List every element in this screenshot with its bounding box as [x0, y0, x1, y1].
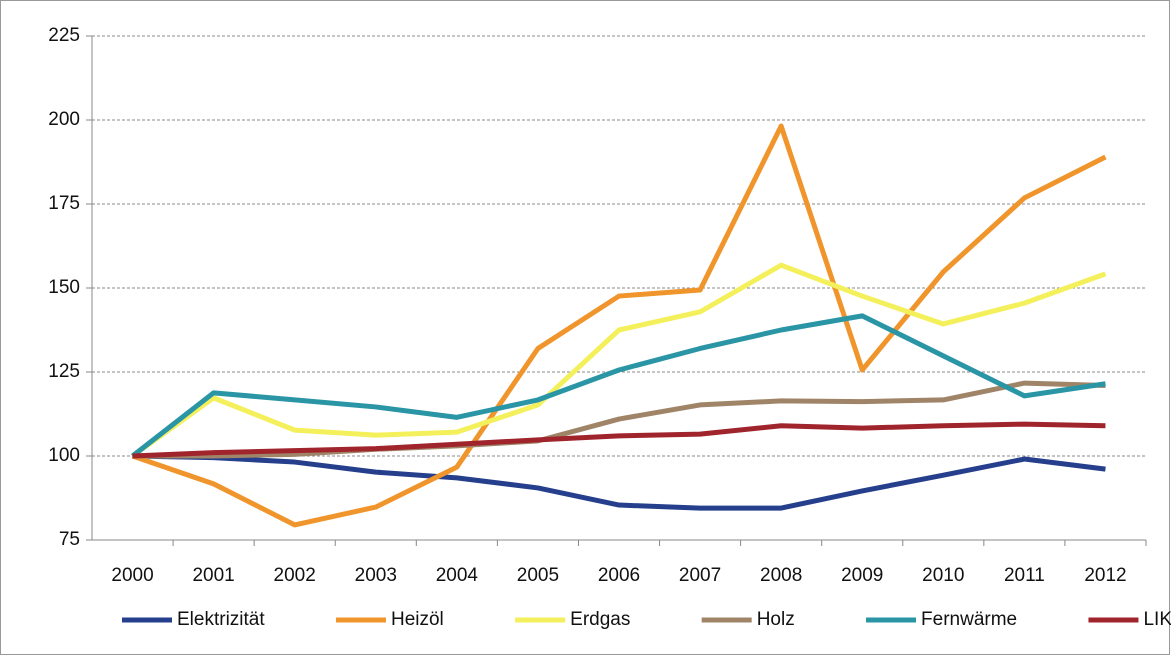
- y-tick-label: 200: [48, 109, 80, 130]
- legend-label: Erdgas: [570, 609, 630, 630]
- legend-label: Holz: [757, 609, 795, 630]
- x-tick-label: 2000: [111, 565, 153, 586]
- y-tick-label: 75: [59, 529, 80, 550]
- x-tick-label: 2011: [1004, 565, 1045, 586]
- x-tick-label: 2002: [274, 565, 316, 586]
- y-tick-label: 125: [48, 361, 80, 382]
- y-tick-label: 150: [48, 277, 80, 298]
- legend-label: Fernwärme: [921, 609, 1017, 630]
- legend-label: Heizöl: [391, 609, 444, 630]
- legend-label: Elektrizität: [177, 609, 265, 630]
- x-tick-label: 2009: [841, 565, 883, 586]
- y-tick-label: 100: [48, 445, 80, 466]
- series-line: [131, 123, 1107, 528]
- x-tick-label: 2003: [355, 565, 397, 586]
- x-tick-label: 2012: [1084, 565, 1126, 586]
- x-tick-label: 2010: [922, 565, 964, 586]
- x-tick-label: 2005: [517, 565, 559, 586]
- x-tick-label: 2008: [760, 565, 802, 586]
- series-line: [132, 453, 1106, 511]
- series-line: [132, 380, 1106, 459]
- y-tick-label: 225: [48, 25, 80, 46]
- x-tick-label: 2004: [436, 565, 479, 586]
- series-line: [131, 313, 1106, 458]
- x-tick-label: 2001: [192, 565, 234, 586]
- series-line: [131, 262, 1107, 459]
- x-tick-label: 2006: [598, 565, 640, 586]
- legend-label: LIK: [1143, 609, 1171, 630]
- y-tick-label: 175: [48, 193, 80, 214]
- x-tick-label: 2007: [679, 565, 721, 586]
- series-line: [132, 421, 1106, 459]
